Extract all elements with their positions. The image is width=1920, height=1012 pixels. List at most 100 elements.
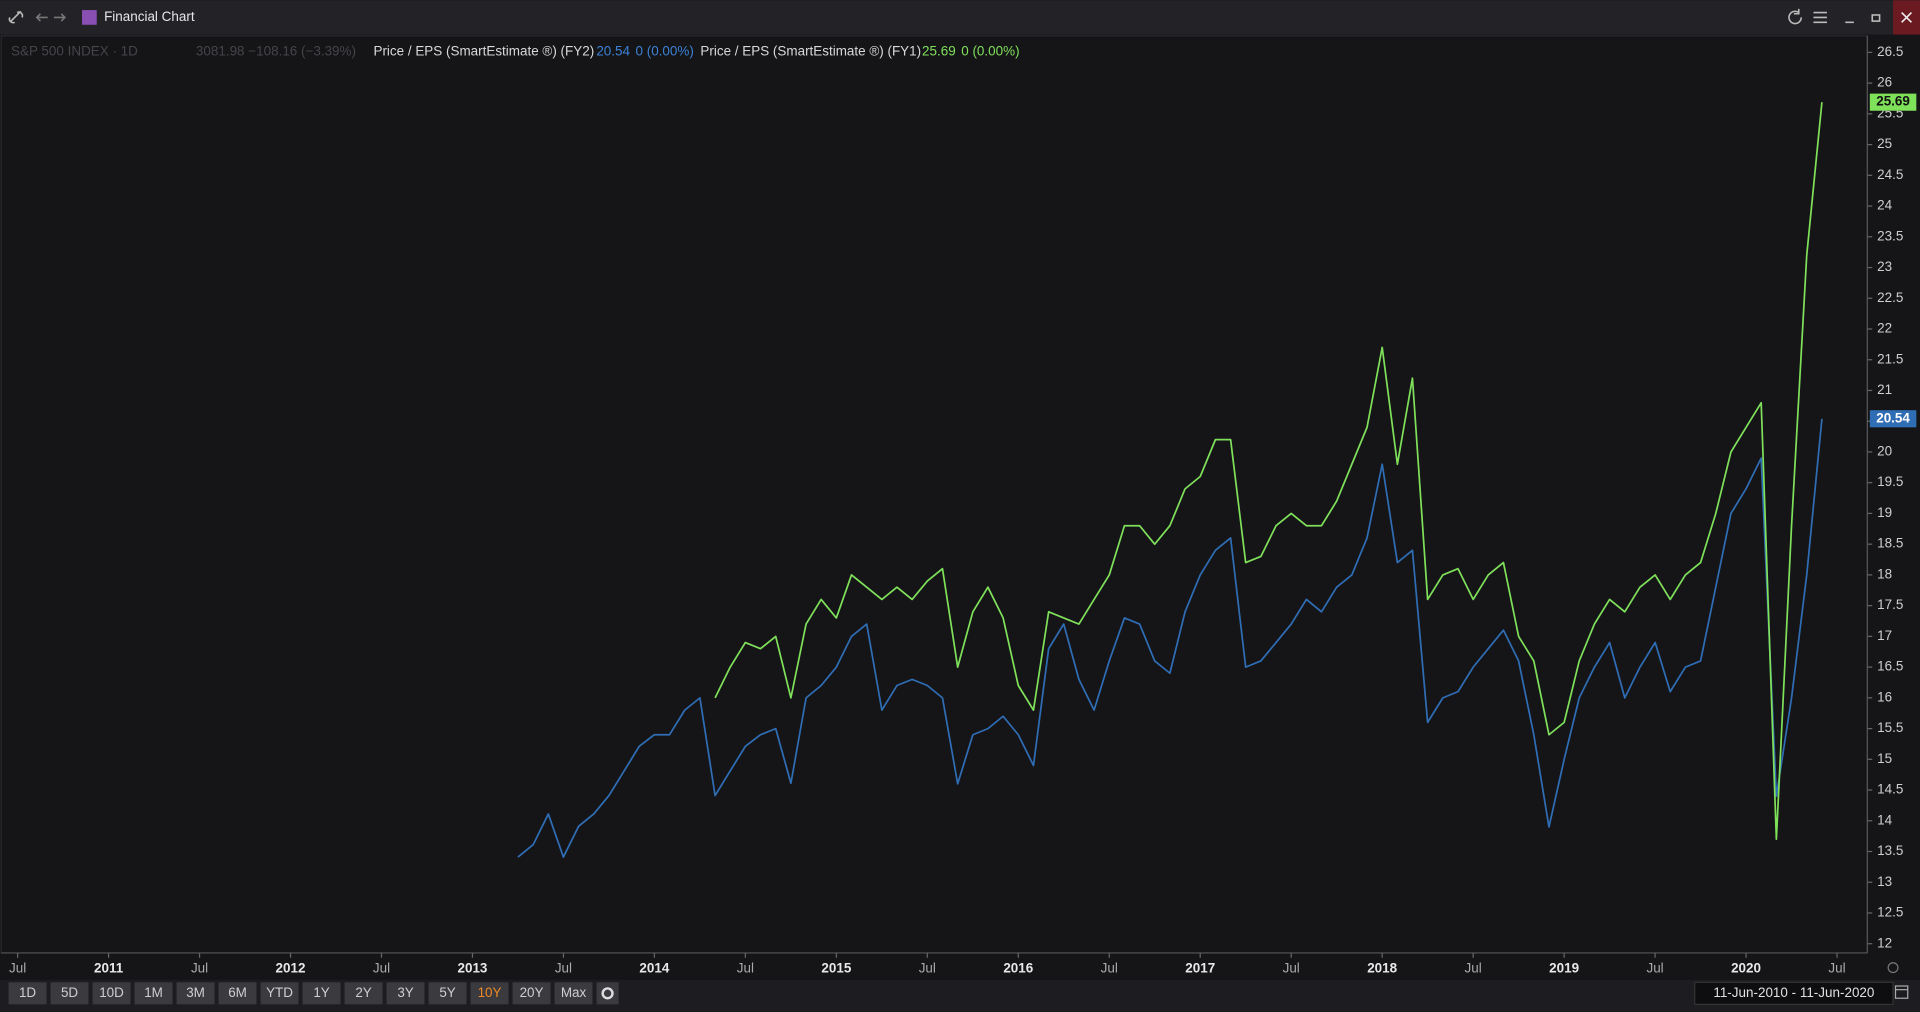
y-tick-label: 26.5 xyxy=(1877,44,1903,59)
chart-settings-button[interactable] xyxy=(596,982,619,1005)
range-button-label[interactable]: 2Y xyxy=(355,985,371,1000)
y-tick-label: 14.5 xyxy=(1877,782,1903,797)
y-tick-label: 16 xyxy=(1877,689,1892,704)
series-line xyxy=(517,418,1823,858)
y-tick-label: 24.5 xyxy=(1877,167,1903,182)
range-button-label[interactable]: 1D xyxy=(19,985,36,1000)
x-tick-label: 2012 xyxy=(276,960,306,975)
range-button-label[interactable]: 1M xyxy=(144,985,163,1000)
y-tick-label: 18.5 xyxy=(1877,536,1903,551)
range-button-label[interactable]: YTD xyxy=(266,985,293,1000)
range-button[interactable] xyxy=(92,982,131,1005)
range-button[interactable] xyxy=(344,982,383,1005)
x-tick-label: 2013 xyxy=(457,960,487,975)
back-icon[interactable] xyxy=(35,13,48,22)
range-button[interactable] xyxy=(554,982,593,1005)
x-tick-label: Jul xyxy=(1101,960,1118,975)
y-tick-label: 23 xyxy=(1877,259,1892,274)
x-tick-label: Jul xyxy=(1828,960,1845,975)
x-tick-label: Jul xyxy=(555,960,572,975)
x-tick-label: Jul xyxy=(1465,960,1482,975)
x-tick-label: 2011 xyxy=(94,960,124,975)
range-button[interactable] xyxy=(8,982,47,1005)
y-tick-label: 19 xyxy=(1877,505,1892,520)
y-tick-label: 16.5 xyxy=(1877,659,1903,674)
x-tick-label: 2016 xyxy=(1003,960,1033,975)
legend-fy1-value: 25.69 xyxy=(922,43,956,58)
y-tick-label: 20 xyxy=(1877,444,1892,459)
range-button-label[interactable]: 1Y xyxy=(313,985,329,1000)
index-name: S&P 500 INDEX · 1D xyxy=(11,43,138,58)
y-tick-label: 12.5 xyxy=(1877,905,1903,920)
y-tick-label: 18 xyxy=(1877,566,1892,581)
range-button[interactable] xyxy=(50,982,89,1005)
range-button-label[interactable]: 20Y xyxy=(520,985,544,1000)
range-button-label[interactable]: 3M xyxy=(186,985,205,1000)
index-quote: 3081.98 −108.16 (−3.39%) xyxy=(196,43,356,58)
range-button[interactable] xyxy=(134,982,173,1005)
last-value-badge xyxy=(1869,410,1917,428)
y-tick-label: 26 xyxy=(1877,75,1892,90)
legend-fy1-name: Price / EPS (SmartEstimate ®) (FY1) xyxy=(700,43,921,58)
y-tick-label: 19.5 xyxy=(1877,474,1903,489)
legend-fy2-value: 20.54 xyxy=(596,43,630,58)
x-tick-label: Jul xyxy=(737,960,754,975)
last-value-label: 20.54 xyxy=(1876,410,1910,425)
y-tick-label: 15 xyxy=(1877,751,1892,766)
range-button[interactable] xyxy=(512,982,551,1005)
y-tick-label: 15.5 xyxy=(1877,720,1903,735)
range-button[interactable] xyxy=(218,982,257,1005)
range-button-label[interactable]: 10D xyxy=(99,985,124,1000)
date-range[interactable]: 11-Jun-2010 - 11-Jun-2020 xyxy=(1713,985,1874,1000)
close-icon[interactable] xyxy=(1901,11,1912,23)
range-button[interactable] xyxy=(470,982,509,1005)
x-tick-label: Jul xyxy=(373,960,390,975)
y-tick-label: 24 xyxy=(1877,198,1892,213)
last-value-badge xyxy=(1869,93,1917,111)
range-button-label[interactable]: 5D xyxy=(61,985,78,1000)
refresh-icon[interactable] xyxy=(1788,8,1803,25)
range-button[interactable] xyxy=(386,982,425,1005)
range-button-label[interactable]: 3Y xyxy=(397,985,413,1000)
x-tick-label: 2019 xyxy=(1549,960,1579,975)
range-button[interactable] xyxy=(428,982,467,1005)
legend-fy1-change: 0 (0.00%) xyxy=(961,43,1019,58)
y-tick-label: 21.5 xyxy=(1877,351,1903,366)
range-button-label[interactable]: 10Y xyxy=(478,985,502,1000)
forward-icon[interactable] xyxy=(53,13,67,22)
y-tick-label: 22.5 xyxy=(1877,290,1903,305)
range-button-label[interactable]: 5Y xyxy=(439,985,455,1000)
app-icon xyxy=(82,10,97,25)
y-tick-label: 23.5 xyxy=(1877,228,1903,243)
x-tick-label: 2020 xyxy=(1731,960,1761,975)
y-tick-label: 14 xyxy=(1877,812,1892,827)
range-button[interactable] xyxy=(260,982,299,1005)
calendar-icon[interactable] xyxy=(1894,985,1909,999)
range-button-label[interactable]: Max xyxy=(561,985,587,1000)
date-range-box[interactable] xyxy=(1694,981,1894,1005)
x-tick-label: Jul xyxy=(919,960,936,975)
chart-settings-icon[interactable] xyxy=(601,987,614,1000)
y-tick-label: 12 xyxy=(1877,935,1892,950)
last-value-label: 25.69 xyxy=(1876,94,1910,109)
x-tick-label: 2017 xyxy=(1185,960,1215,975)
title-bar xyxy=(0,0,1920,35)
settings-icon[interactable] xyxy=(1887,962,1899,974)
y-tick-label: 17 xyxy=(1877,628,1892,643)
x-tick-label: 2015 xyxy=(821,960,851,975)
range-button[interactable] xyxy=(176,982,215,1005)
restore-icon[interactable] xyxy=(1871,14,1881,22)
x-tick-label: Jul xyxy=(1283,960,1300,975)
menu-icon[interactable] xyxy=(1813,11,1827,24)
x-tick-label: Jul xyxy=(9,960,26,975)
y-tick-label: 22 xyxy=(1877,321,1892,336)
x-tick-label: Jul xyxy=(1646,960,1663,975)
legend-fy2-change: 0 (0.00%) xyxy=(636,43,694,58)
range-button-label[interactable]: 6M xyxy=(228,985,247,1000)
y-tick-label: 21 xyxy=(1877,382,1892,397)
y-tick-label: 13 xyxy=(1877,874,1892,889)
range-button[interactable] xyxy=(302,982,341,1005)
y-tick-label: 17.5 xyxy=(1877,597,1903,612)
link-icon[interactable] xyxy=(8,10,24,24)
